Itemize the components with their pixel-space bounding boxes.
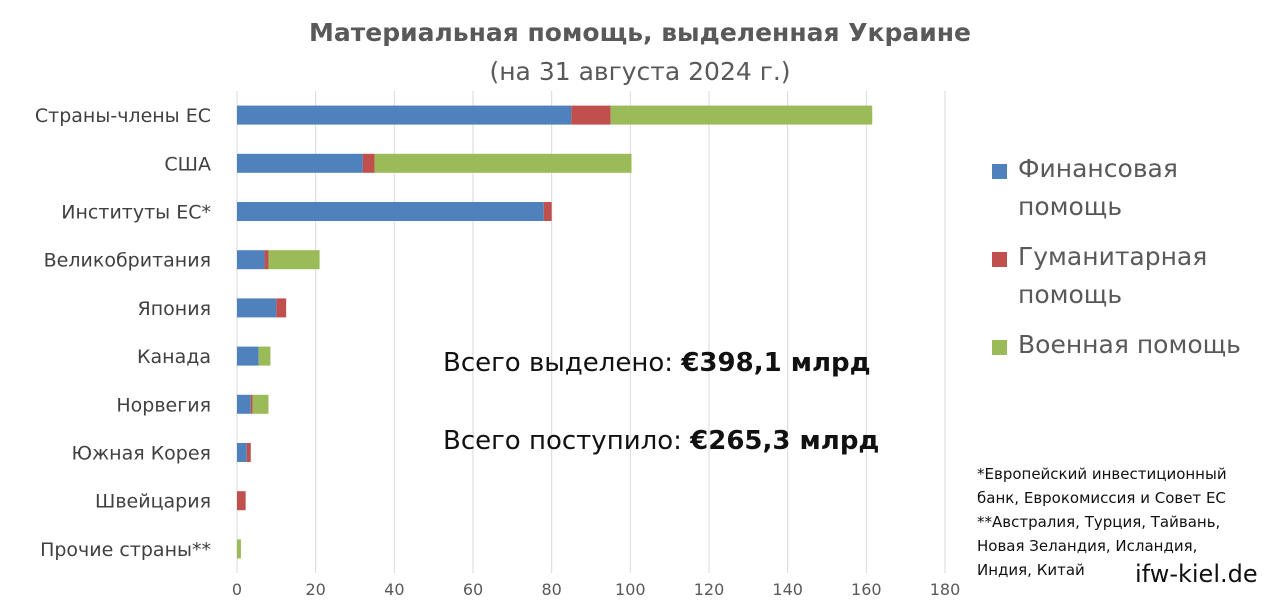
x-tick-label: 100 [615, 580, 646, 599]
chart-title: Материальная помощь, выделенная Украине [309, 18, 971, 47]
footnote-line: *Европейский инвестиционный [977, 465, 1227, 483]
bar-segment [237, 202, 544, 221]
bar-segment [246, 443, 251, 462]
bar-segment [237, 105, 572, 125]
bar-segment [237, 491, 246, 511]
legend-label-financial: Финансовая помощь [1018, 154, 1178, 221]
bar-segment [237, 346, 259, 366]
bar-segment [543, 202, 552, 221]
x-tick-label: 40 [384, 580, 404, 599]
total-delivered: Всего поступило: €265,3 млрд [443, 426, 879, 456]
bar-segment [237, 250, 265, 270]
legend-label-humanitarian: Гуманитарная помощь [1018, 242, 1208, 309]
footnote-line: банк, Еврокомиссия и Совет ЕС [977, 489, 1226, 507]
total-allocated: Всего выделено: €398,1 млрд [443, 348, 871, 378]
category-label: Институты ЕС* [61, 202, 211, 224]
category-label: США [164, 153, 211, 175]
bar-segment [237, 298, 277, 318]
footnote-line: Индия, Китай [977, 561, 1085, 579]
bar-segment [237, 394, 251, 414]
legend-swatch-military [992, 340, 1007, 355]
total-delivered-label: Всего поступило: [443, 426, 682, 456]
chart-subtitle: (на 31 августа 2024 г.) [489, 57, 791, 86]
x-tick-label: 180 [930, 580, 961, 599]
x-tick-label: 120 [694, 580, 725, 599]
x-tick-label: 140 [772, 580, 803, 599]
legend-item-financial: Финансовая помощь [992, 150, 1272, 226]
bar-segment [276, 298, 287, 318]
bar-segment [237, 153, 363, 173]
footnote-line: **Австралия, Турция, Тайвань, [977, 513, 1221, 531]
bar-segment [252, 394, 269, 414]
bar-segment [258, 346, 271, 366]
category-label: Южная Корея [72, 443, 211, 465]
legend-label-military: Военная помощь [1018, 330, 1241, 359]
bar-segment [250, 394, 253, 414]
bar-segment [362, 153, 375, 173]
legend-swatch-humanitarian [992, 252, 1007, 267]
x-tick-label: 0 [232, 580, 242, 599]
bar-segment [571, 105, 611, 125]
total-delivered-value: €265,3 млрд [690, 426, 880, 456]
source-site: ifw-kiel.de [1135, 560, 1258, 588]
bar-segment [264, 250, 269, 270]
category-label: Швейцария [95, 491, 211, 513]
bar-segment [268, 250, 320, 270]
x-tick-label: 80 [541, 580, 561, 599]
category-label: Страны-члены ЕС [35, 105, 211, 127]
bar-segment [237, 539, 241, 559]
category-label: Великобритания [44, 250, 211, 272]
x-tick-label: 20 [305, 580, 325, 599]
x-tick-label: 160 [851, 580, 882, 599]
legend-item-humanitarian: Гуманитарная помощь [992, 238, 1272, 314]
total-allocated-value: €398,1 млрд [681, 348, 871, 378]
legend-item-military: Военная помощь [992, 326, 1272, 364]
footnote: *Европейский инвестиционный банк, Евроко… [977, 462, 1277, 582]
total-allocated-label: Всего выделено: [443, 348, 674, 378]
footnote-line: Новая Зеландия, Исландия, [977, 537, 1198, 555]
bar-segment [610, 105, 873, 125]
legend-swatch-financial [992, 164, 1007, 179]
legend: Финансовая помощь Гуманитарная помощь Во… [992, 150, 1272, 376]
category-label: Прочие страны** [40, 539, 211, 561]
category-label: Канада [137, 346, 211, 368]
bar-segment [374, 153, 632, 173]
category-label: Норвегия [116, 394, 211, 416]
category-label: Япония [138, 298, 211, 320]
x-tick-label: 60 [463, 580, 483, 599]
bar-segment [237, 443, 247, 462]
